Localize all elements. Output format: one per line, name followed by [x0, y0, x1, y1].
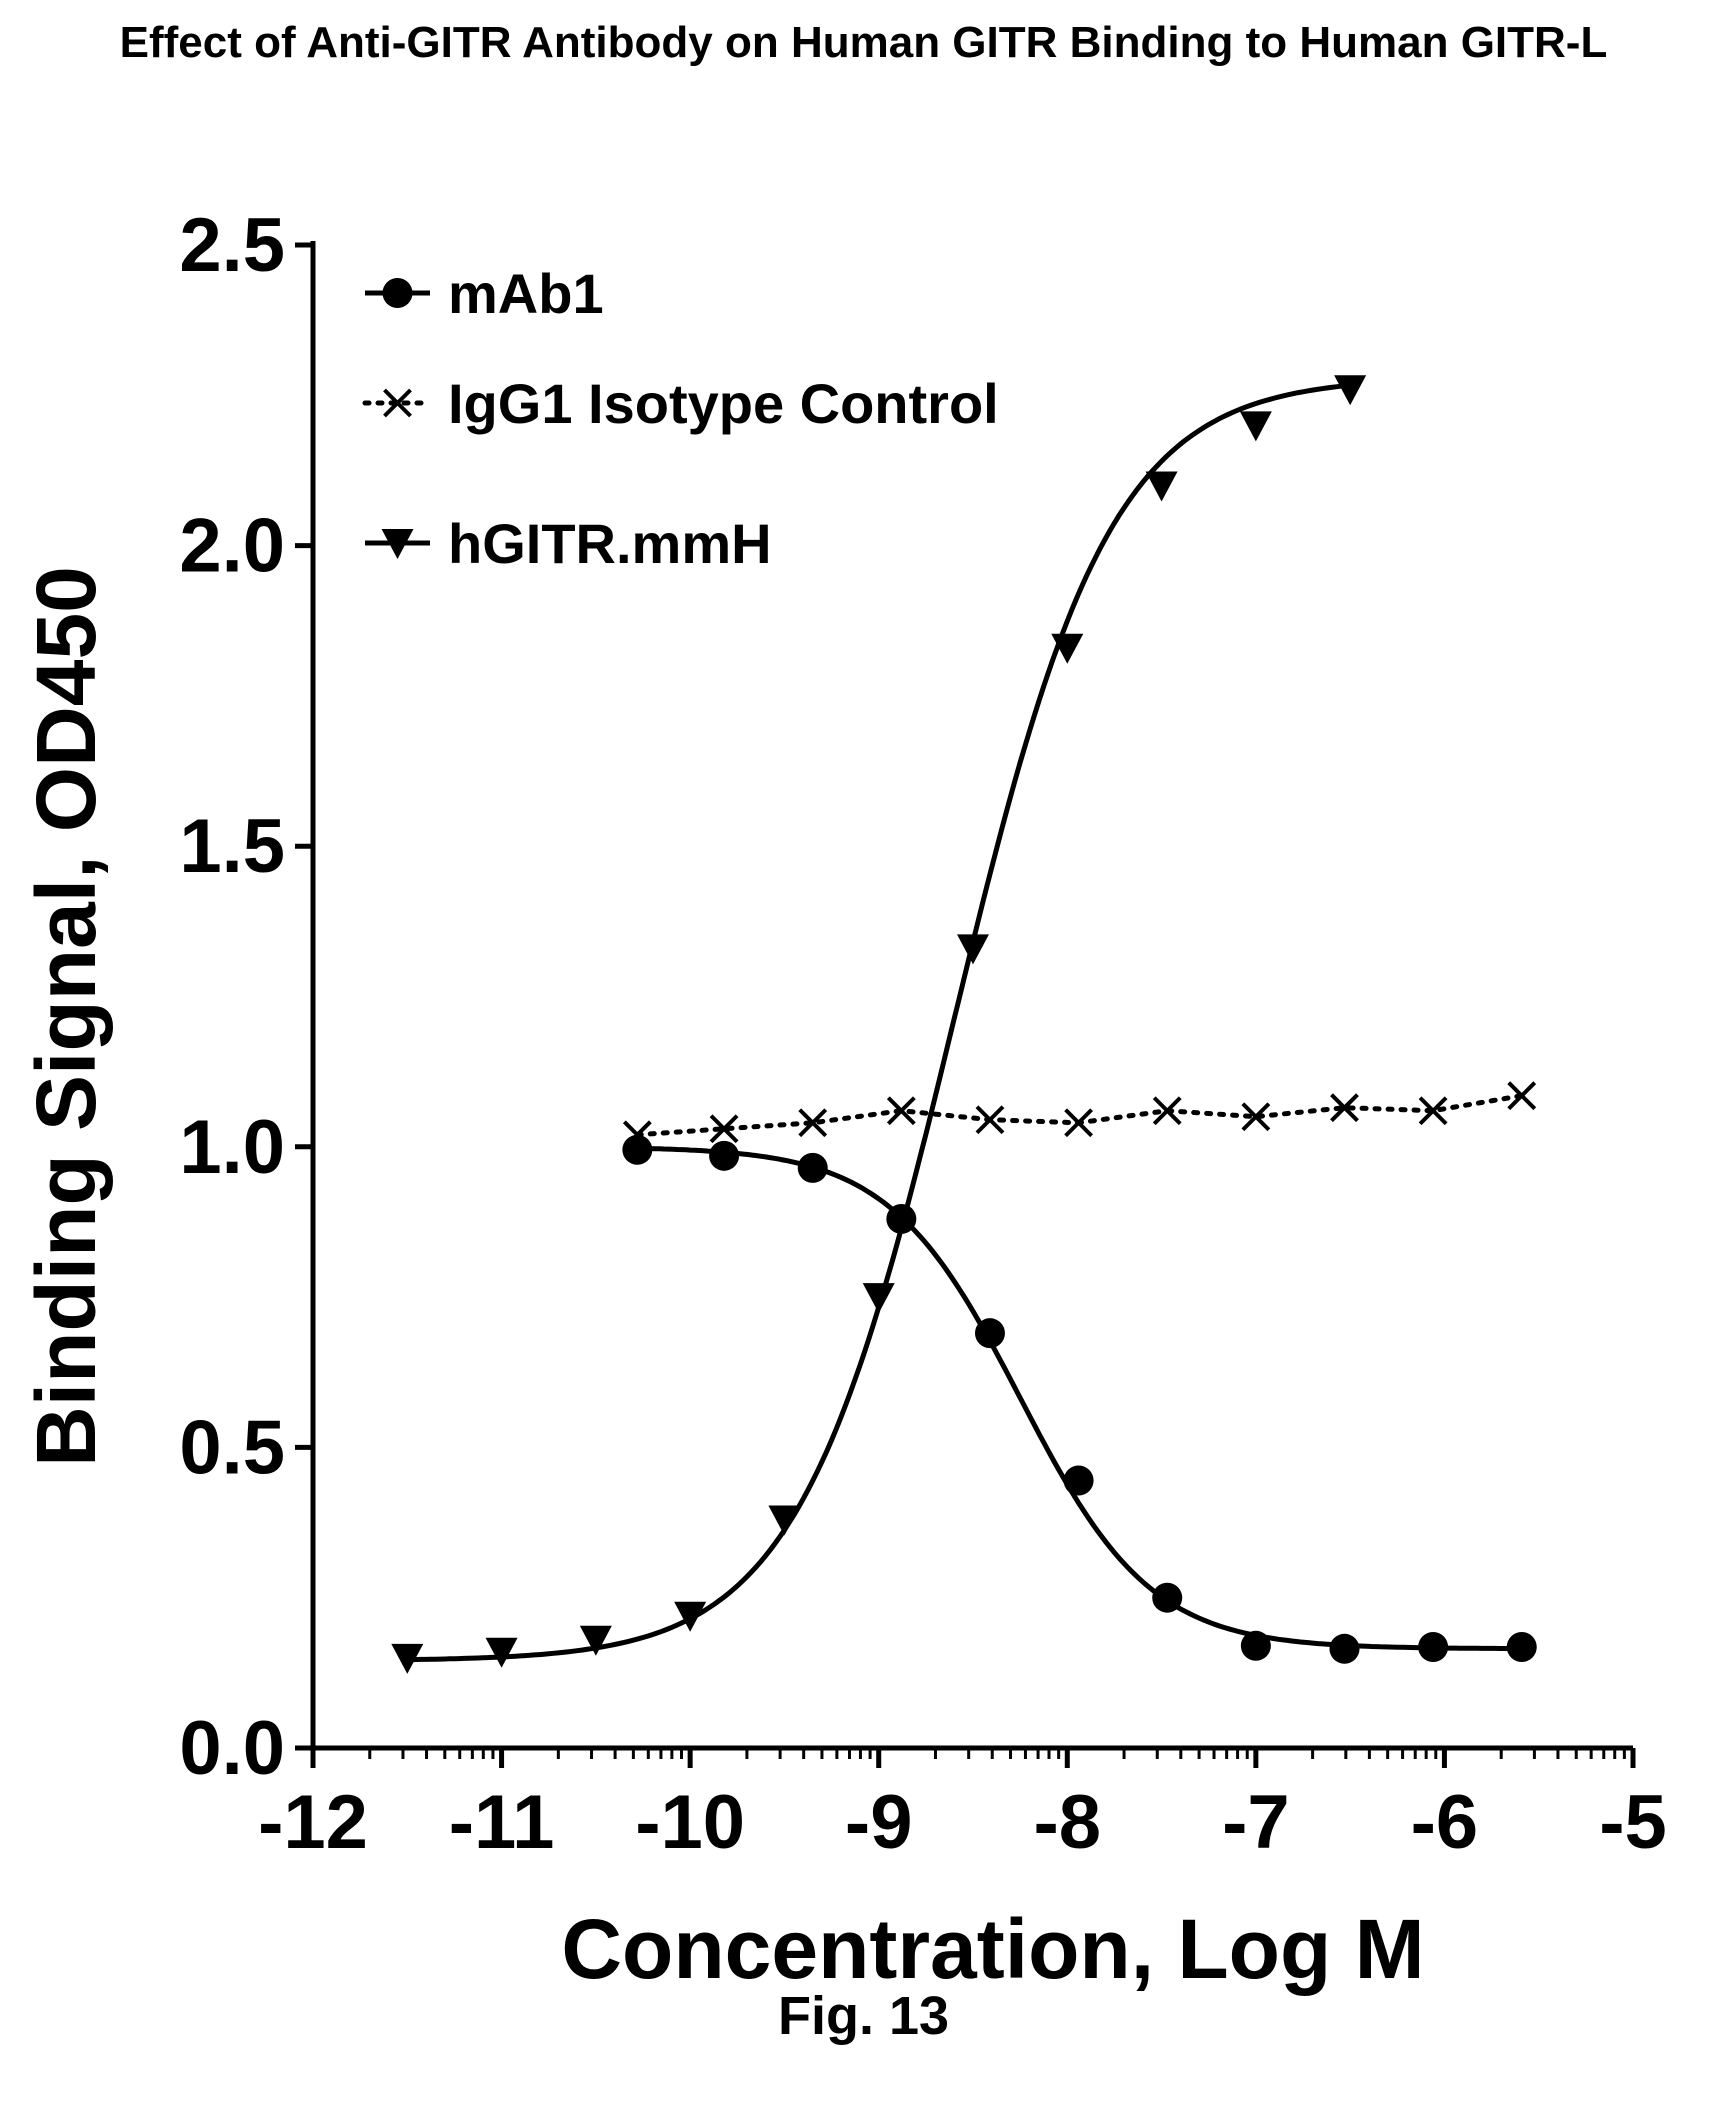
hgitr-fit-line: [407, 382, 1351, 1663]
figure-caption: Fig. 13: [777, 1986, 950, 2046]
mab1-data-point: [709, 1140, 740, 1171]
series-markers: [391, 375, 1537, 1674]
mab1-data-point: [1063, 1465, 1094, 1496]
legend-item: mAb1: [365, 262, 604, 325]
mab1-data-point: [974, 1318, 1005, 1349]
hgitr-data-point: [485, 1637, 518, 1668]
legend: mAb1 IgG1 Isotype Control hGITR.mmH: [362, 262, 999, 575]
isotype-control-data-point: [975, 1105, 1005, 1135]
x-tick-label: -8: [1033, 1780, 1101, 1865]
hgitr-data-point: [391, 1643, 424, 1674]
isotype-control-line: [634, 1093, 1525, 1138]
mab1-data-point: [1506, 1631, 1537, 1662]
hgitr-data-point: [674, 1601, 707, 1632]
x-tick-label: -12: [258, 1780, 368, 1865]
legend-marker: [382, 278, 413, 308]
isotype-control-data-point: [886, 1096, 916, 1126]
legend-item: IgG1 Isotype Control: [362, 372, 999, 435]
mab1-data-point: [1152, 1582, 1183, 1613]
isotype-control-data-point: [1152, 1096, 1182, 1126]
series-lines: [407, 382, 1525, 1663]
hgitr-data-point: [1239, 411, 1272, 442]
mab1-data-point: [797, 1152, 828, 1183]
x-axis-title: Concentration, Log M: [561, 1902, 1424, 1996]
legend-marker: [381, 529, 414, 559]
hgitr-data-point: [957, 934, 989, 965]
isotype-control-data-point: [1507, 1081, 1537, 1111]
mab1-data-point: [1329, 1633, 1360, 1664]
hgitr-data-point: [1145, 471, 1178, 502]
axes: 0.0 0.5 1.0 1.5 2.0 2.5 -12 -11 -10 -9 -8 -7 -6 -5: [179, 203, 1666, 1865]
legend-marker: [383, 388, 412, 418]
mab1-data-point: [622, 1134, 653, 1165]
y-tick-label: 2.5: [179, 203, 285, 288]
hgitr-data-point: [1334, 375, 1367, 406]
y-tick-label: 0.5: [179, 1405, 285, 1490]
mab1-data-point: [1240, 1630, 1271, 1661]
x-tick-label: -11: [449, 1780, 555, 1865]
isotype-control-data-point: [1064, 1108, 1094, 1138]
mab1-fit-line: [637, 1145, 1522, 1652]
page-title: Effect of Anti-GITR Antibody on Human GI…: [119, 18, 1608, 67]
hgitr-data-point: [579, 1625, 612, 1656]
x-tick-label: -9: [845, 1780, 913, 1865]
hgitr-data-point: [768, 1505, 801, 1536]
y-tick-label: 1.0: [179, 1105, 285, 1190]
x-tick-label: -7: [1222, 1780, 1290, 1865]
legend-item: hGITR.mmH: [365, 512, 772, 575]
legend-label: mAb1: [448, 262, 604, 325]
y-tick-label: 0.0: [179, 1706, 285, 1791]
isotype-control-data-point: [1418, 1096, 1448, 1126]
isotype-control-data-point: [1241, 1102, 1271, 1132]
hgitr-data-point: [1051, 633, 1084, 664]
x-tick-label: -5: [1599, 1780, 1667, 1865]
y-tick-label: 1.5: [179, 804, 285, 889]
isotype-control-data-point: [798, 1108, 828, 1138]
mab1-data-point: [886, 1203, 917, 1234]
isotype-control-data-point: [709, 1114, 739, 1144]
y-axis-title: Binding Signal, OD450: [19, 566, 113, 1467]
isotype-control-data-point: [1330, 1093, 1359, 1123]
hgitr-data-point: [862, 1283, 895, 1314]
isotype-control-data-point: [622, 1120, 652, 1150]
legend-label: IgG1 Isotype Control: [448, 372, 999, 435]
x-tick-label: -6: [1411, 1780, 1479, 1865]
x-tick-label: -10: [635, 1780, 745, 1865]
mab1-data-point: [1418, 1631, 1449, 1662]
legend-label: hGITR.mmH: [448, 512, 772, 575]
y-tick-label: 2.0: [179, 504, 285, 589]
